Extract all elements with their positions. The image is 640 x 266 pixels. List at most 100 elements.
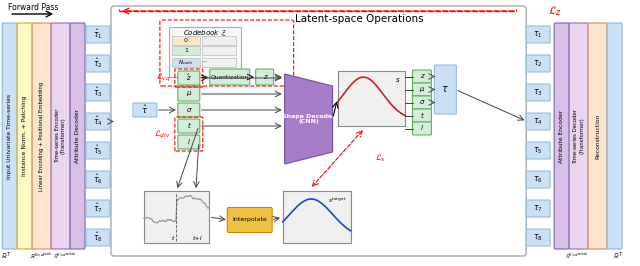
Text: Attribute Encoder: Attribute Encoder <box>559 109 564 163</box>
FancyBboxPatch shape <box>526 26 550 43</box>
Bar <box>337 71 405 126</box>
FancyBboxPatch shape <box>86 229 110 246</box>
FancyBboxPatch shape <box>86 26 110 43</box>
Text: $\hat{\tau}_2$: $\hat{\tau}_2$ <box>93 56 103 70</box>
Text: t: t <box>420 113 423 118</box>
Bar <box>169 27 241 77</box>
FancyBboxPatch shape <box>86 55 110 72</box>
Text: $\hat{\tau}_4$: $\hat{\tau}_4$ <box>93 115 103 128</box>
FancyBboxPatch shape <box>588 23 607 249</box>
Text: $\tau_1$: $\tau_1$ <box>534 29 543 40</box>
Text: $s^{\mathrm{target}}$: $s^{\mathrm{target}}$ <box>328 196 346 205</box>
Text: $\tau_4$: $\tau_4$ <box>533 116 543 127</box>
FancyBboxPatch shape <box>256 69 274 85</box>
FancyBboxPatch shape <box>526 142 550 159</box>
FancyBboxPatch shape <box>2 23 17 249</box>
FancyBboxPatch shape <box>210 69 250 85</box>
Bar <box>202 36 236 45</box>
Bar <box>172 36 200 45</box>
Text: $\hat{\tau}$: $\hat{\tau}$ <box>141 104 148 116</box>
Text: $\hat{\tau}_3$: $\hat{\tau}_3$ <box>93 86 103 99</box>
FancyBboxPatch shape <box>412 122 431 135</box>
Text: Instance Norm. + Patching: Instance Norm. + Patching <box>22 96 27 176</box>
FancyBboxPatch shape <box>227 207 272 232</box>
FancyBboxPatch shape <box>526 171 550 188</box>
FancyBboxPatch shape <box>51 23 70 249</box>
FancyBboxPatch shape <box>412 70 431 83</box>
Text: $\mathbb{R}^T$: $\mathbb{R}^T$ <box>613 250 623 262</box>
Text: $\tau$: $\tau$ <box>442 85 449 94</box>
FancyBboxPatch shape <box>178 135 200 149</box>
Text: Codebook $\mathcal{Z}$: Codebook $\mathcal{Z}$ <box>182 28 227 38</box>
Text: $\mathbb{R}^{K\!\times\!d^{\mathrm{embed}}}$: $\mathbb{R}^{K\!\times\!d^{\mathrm{embed… <box>52 250 76 262</box>
Text: $\mathcal{L}_{div}$: $\mathcal{L}_{div}$ <box>154 128 171 140</box>
Text: z: z <box>420 73 424 80</box>
FancyBboxPatch shape <box>412 109 431 122</box>
Text: t+l: t+l <box>193 235 202 240</box>
Text: 1: 1 <box>184 48 188 53</box>
FancyBboxPatch shape <box>607 23 622 249</box>
Text: s: s <box>396 77 399 83</box>
Bar <box>144 191 209 243</box>
Text: Latent-space Operations: Latent-space Operations <box>295 14 424 24</box>
FancyBboxPatch shape <box>526 113 550 130</box>
FancyBboxPatch shape <box>32 23 51 249</box>
Text: $\mathcal{L}_s$: $\mathcal{L}_s$ <box>375 153 386 164</box>
Bar <box>172 46 200 55</box>
FancyBboxPatch shape <box>435 65 456 114</box>
Text: $\tau_7$: $\tau_7$ <box>533 203 543 214</box>
Text: $\mathbb{R}^{K\!\times\!d^{\mathrm{patch}}}$: $\mathbb{R}^{K\!\times\!d^{\mathrm{patch… <box>30 250 52 262</box>
FancyBboxPatch shape <box>554 23 569 249</box>
FancyBboxPatch shape <box>526 55 550 72</box>
Text: Linear Encoding + Positional Embedding: Linear Encoding + Positional Embedding <box>39 81 44 191</box>
Text: $\mu$: $\mu$ <box>419 85 425 94</box>
Text: ...: ... <box>202 57 208 63</box>
Text: Forward Pass: Forward Pass <box>8 3 58 13</box>
FancyBboxPatch shape <box>412 83 431 96</box>
Text: $\mathbb{R}^T$: $\mathbb{R}^T$ <box>1 250 12 262</box>
Bar <box>283 191 351 243</box>
Bar <box>202 58 236 67</box>
Text: l: l <box>421 126 423 131</box>
Text: $\mathcal{L}_{vq}$: $\mathcal{L}_{vq}$ <box>156 72 171 84</box>
Text: $\tau_5$: $\tau_5$ <box>534 145 543 156</box>
Text: t: t <box>171 235 173 240</box>
FancyBboxPatch shape <box>17 23 32 249</box>
FancyBboxPatch shape <box>178 119 200 133</box>
Text: $\mu$: $\mu$ <box>186 89 192 98</box>
Bar <box>202 46 236 55</box>
FancyBboxPatch shape <box>178 71 200 85</box>
Text: Time-series Encoder
(Transformer): Time-series Encoder (Transformer) <box>55 109 66 163</box>
FancyBboxPatch shape <box>412 96 431 109</box>
Text: $\mathbb{R}^{K\!\times\!d^{\mathrm{embed}}}$: $\mathbb{R}^{K\!\times\!d^{\mathrm{embed… <box>564 250 588 262</box>
Text: $\hat{\tau}_7$: $\hat{\tau}_7$ <box>93 202 103 215</box>
FancyBboxPatch shape <box>569 23 588 249</box>
Text: Attribute Decoder: Attribute Decoder <box>75 109 80 163</box>
FancyBboxPatch shape <box>86 171 110 188</box>
Text: $\tau_8$: $\tau_8$ <box>533 232 543 243</box>
FancyBboxPatch shape <box>133 103 157 117</box>
Text: z: z <box>263 74 266 80</box>
FancyBboxPatch shape <box>526 84 550 101</box>
FancyBboxPatch shape <box>178 103 200 117</box>
Text: $\hat{z}$: $\hat{z}$ <box>186 73 192 83</box>
Text: $\hat{\tau}_6$: $\hat{\tau}_6$ <box>93 173 103 186</box>
FancyBboxPatch shape <box>86 200 110 217</box>
FancyBboxPatch shape <box>111 6 526 256</box>
FancyBboxPatch shape <box>178 87 200 101</box>
Text: l: l <box>188 139 190 145</box>
Text: $\sigma$: $\sigma$ <box>186 106 192 114</box>
Text: Shape Decoder
(CNN): Shape Decoder (CNN) <box>282 114 335 124</box>
Text: $\sigma$: $\sigma$ <box>419 98 425 106</box>
Text: Reconstruction: Reconstruction <box>595 113 600 159</box>
Text: Quantization: Quantization <box>211 74 249 80</box>
FancyBboxPatch shape <box>86 113 110 130</box>
Text: $\mathcal{L}_z$: $\mathcal{L}_z$ <box>548 4 562 18</box>
Text: $\tau_6$: $\tau_6$ <box>533 174 543 185</box>
Text: $\hat{\tau}_5$: $\hat{\tau}_5$ <box>93 144 103 157</box>
FancyBboxPatch shape <box>526 200 550 217</box>
Text: $\tau_3$: $\tau_3$ <box>533 87 543 98</box>
Text: $\hat{\tau}_8$: $\hat{\tau}_8$ <box>93 231 103 244</box>
Polygon shape <box>285 74 333 164</box>
Bar <box>172 58 200 67</box>
